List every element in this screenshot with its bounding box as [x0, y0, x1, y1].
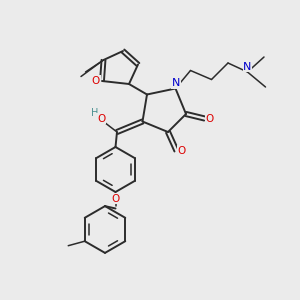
- Text: N: N: [172, 78, 180, 88]
- Text: O: O: [111, 194, 120, 204]
- Text: O: O: [178, 146, 186, 156]
- Text: O: O: [97, 113, 105, 124]
- Text: H: H: [92, 108, 99, 118]
- Text: O: O: [206, 113, 214, 124]
- Text: O: O: [92, 76, 100, 86]
- Text: N: N: [243, 61, 252, 72]
